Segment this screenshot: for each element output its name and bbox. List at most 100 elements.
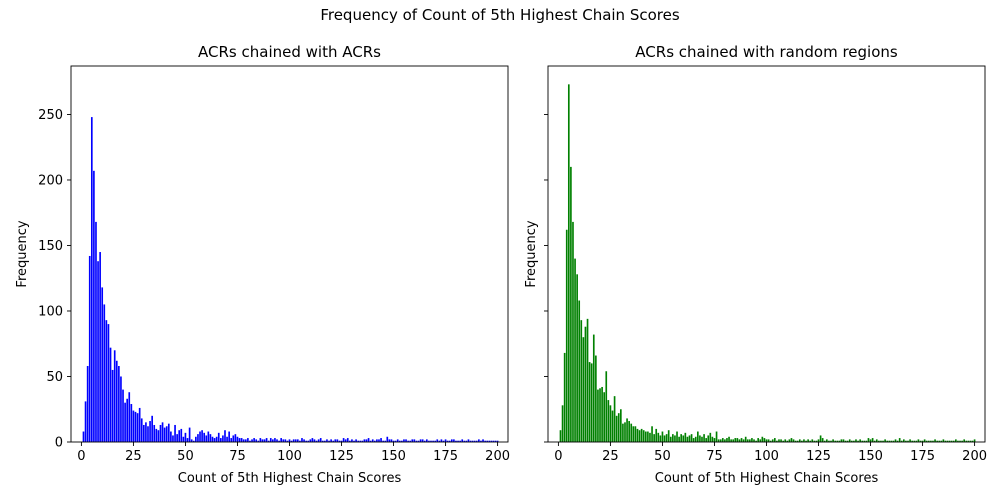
bar bbox=[574, 258, 576, 442]
bar bbox=[570, 166, 572, 442]
y-tick-label: 0 bbox=[55, 436, 63, 451]
bar bbox=[365, 439, 368, 442]
bar bbox=[659, 435, 662, 442]
x-tick-label: 100 bbox=[754, 449, 779, 464]
bar bbox=[950, 440, 953, 442]
bar bbox=[294, 439, 297, 442]
bar bbox=[170, 431, 172, 442]
bar bbox=[680, 434, 683, 442]
bar bbox=[686, 436, 689, 442]
bar bbox=[315, 440, 318, 442]
bar bbox=[417, 440, 420, 442]
bar bbox=[644, 431, 647, 442]
x-tick-label: 175 bbox=[910, 449, 935, 464]
bar bbox=[396, 439, 399, 442]
bar bbox=[134, 411, 137, 442]
bar bbox=[955, 439, 957, 442]
bar bbox=[244, 439, 247, 442]
bar bbox=[873, 440, 876, 442]
bar bbox=[821, 438, 824, 442]
bar bbox=[878, 440, 880, 442]
bar bbox=[478, 439, 480, 442]
bar bbox=[167, 423, 170, 442]
bar bbox=[653, 434, 655, 442]
bar bbox=[207, 431, 210, 442]
bar bbox=[665, 434, 668, 442]
bar bbox=[403, 439, 405, 442]
bar bbox=[786, 440, 789, 442]
bar bbox=[401, 440, 403, 442]
bar bbox=[871, 438, 874, 442]
bar bbox=[326, 439, 328, 442]
bar bbox=[192, 440, 195, 442]
bar bbox=[353, 440, 355, 442]
bar bbox=[832, 439, 834, 442]
bar bbox=[249, 440, 251, 442]
bar bbox=[453, 439, 455, 442]
bar bbox=[690, 434, 693, 442]
bar bbox=[282, 439, 285, 442]
bar bbox=[778, 439, 780, 442]
bar bbox=[161, 422, 164, 442]
bar bbox=[359, 440, 362, 442]
bar bbox=[848, 439, 851, 442]
bar bbox=[903, 439, 905, 442]
bar bbox=[582, 337, 585, 442]
bar bbox=[940, 440, 943, 442]
bar bbox=[749, 439, 751, 442]
bar bbox=[109, 347, 112, 442]
bar bbox=[611, 410, 614, 442]
bar bbox=[265, 438, 268, 442]
bar bbox=[176, 434, 178, 442]
bar bbox=[632, 426, 635, 442]
bar bbox=[586, 318, 589, 442]
bar bbox=[961, 440, 963, 442]
bar bbox=[88, 255, 91, 442]
bar bbox=[617, 413, 620, 442]
bar bbox=[875, 439, 878, 442]
bar bbox=[434, 440, 436, 442]
x-tick-label: 0 bbox=[554, 449, 562, 464]
bar bbox=[661, 431, 664, 442]
bar bbox=[826, 439, 828, 442]
bar bbox=[234, 434, 237, 442]
bar bbox=[469, 440, 472, 442]
bar bbox=[122, 389, 124, 442]
bar bbox=[907, 440, 909, 442]
bar bbox=[215, 436, 218, 442]
bar bbox=[805, 440, 807, 442]
bar bbox=[488, 440, 491, 442]
bar bbox=[242, 439, 245, 442]
bar bbox=[561, 405, 564, 442]
bar bbox=[580, 320, 583, 442]
bar bbox=[222, 435, 224, 442]
bar bbox=[334, 439, 337, 442]
bar bbox=[201, 430, 203, 442]
bar bbox=[332, 440, 335, 442]
bar bbox=[267, 440, 270, 442]
bar bbox=[178, 430, 181, 442]
bar bbox=[143, 424, 145, 442]
bar bbox=[426, 439, 428, 442]
bar bbox=[865, 440, 868, 442]
bar bbox=[682, 435, 685, 442]
bar bbox=[846, 440, 849, 442]
bar bbox=[599, 388, 601, 442]
bar bbox=[390, 439, 393, 442]
bar bbox=[361, 440, 364, 442]
bar bbox=[101, 287, 104, 442]
bar bbox=[663, 435, 666, 442]
bar bbox=[790, 438, 793, 442]
bar bbox=[761, 436, 764, 442]
chart-panel-acrs: 0 25 50 75 100 125 150 175 200 0 50 100 150 200 250 ACR… bbox=[15, 43, 510, 486]
bar bbox=[657, 432, 660, 442]
bar bbox=[228, 431, 230, 442]
bar bbox=[859, 439, 861, 442]
bar bbox=[292, 439, 295, 442]
bar bbox=[157, 430, 160, 442]
bar bbox=[869, 439, 872, 442]
bar bbox=[605, 371, 608, 442]
bar bbox=[740, 438, 743, 442]
bar bbox=[909, 439, 911, 442]
